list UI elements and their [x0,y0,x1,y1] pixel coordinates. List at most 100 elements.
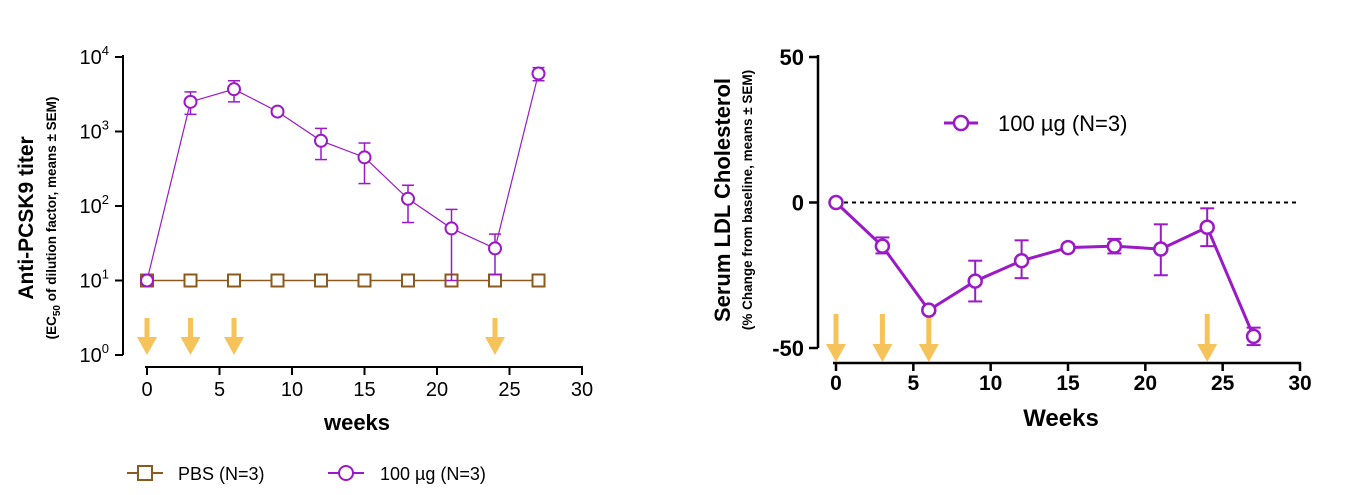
dose-arrow [872,314,893,362]
y-tick-label: 100 [80,341,109,367]
ldl-point [1106,238,1123,254]
chart-left-x-axis-title: weeks [323,410,390,435]
x-tick-label: 20 [1134,372,1157,395]
x-tick-label: 30 [571,379,593,401]
x-tick-label: 15 [353,379,375,401]
ylabel-sub-prefix: (EC [44,316,59,340]
chart-left-y-axis-title-main: Anti-PCSK9 titer [15,136,38,299]
x-tick-label: 25 [1211,372,1235,395]
ylabel-sub-rest: of dilution factor, means ± SEM) [44,97,59,305]
x-tick-label: 15 [1056,372,1080,395]
dose-arrow [826,314,846,362]
dose-arrow-head [137,337,157,355]
legend-pbs-label: PBS (N=3) [178,464,265,484]
dose-point [183,94,198,109]
dose-arrow [224,318,244,355]
ldl-series-line [834,201,1255,337]
ldl-point [1013,252,1030,269]
chart-left: 100 101 102 103 104 0 5 10 15 20 25 30 weeks Anti-P… [15,43,593,435]
dose-point [270,104,285,119]
dose-arrow-shaft [492,318,498,341]
ldl-point [1153,241,1169,257]
ldl-point [1060,239,1076,256]
dose-arrow-shaft [231,318,237,341]
chart-right-x-axis-title: Weeks [1023,405,1099,432]
y-tick-label: 103 [80,118,109,144]
dose-arrow-shaft [879,314,885,348]
dose-arrow-shaft [833,314,839,348]
dose-arrow-head [826,344,846,362]
y-tick-label: -50 [772,336,804,361]
ldl-point [828,194,844,211]
x-tick-label: 0 [830,372,842,395]
dose-arrow-shaft [144,318,150,341]
dose-arrow-shaft [188,318,193,341]
y-tick-label: 104 [80,43,109,69]
legend-right-dose-label: 100 µg (N=3) [998,111,1127,136]
dose-arrow-head [1197,344,1218,362]
y-tick-label: 101 [80,267,109,293]
x-tick-label: 0 [141,379,152,401]
ldl-point [1245,328,1262,345]
dose-point [531,66,546,81]
x-tick-label: 10 [979,372,1002,395]
dose-arrow [485,318,505,355]
legend-dose-label: 100 µg (N=3) [380,464,486,484]
chart-right-legend: 100 µg (N=3) [944,111,1127,136]
ldl-point [1199,219,1215,235]
x-tick-label: 20 [426,379,448,401]
x-tick-label: 10 [281,379,303,401]
dose-arrow-shaft [1204,314,1210,348]
x-tick-label: 25 [498,379,520,401]
pbs-point [227,273,241,288]
y-tick-label: 0 [792,191,804,216]
chart-left-legend: PBS (N=3) 100 µg (N=3) [127,464,486,484]
dose-point [140,273,154,288]
pbs-point [314,273,328,288]
legend-dose-circle-marker [338,465,354,481]
dose-arrow [137,318,157,355]
legend-right-dose-circle-marker [952,114,970,132]
dose-point [314,133,328,148]
dose-arrow [180,318,201,355]
chart-right-y-axis-subtitle-text: (% Change from baseline, means ± SEM) [740,70,755,330]
dose-arrow-head [872,344,893,362]
pbs-point [183,273,198,288]
dose-series-line [146,73,540,281]
x-tick-label: 30 [1288,372,1311,395]
pbs-point [401,273,415,288]
ylabel-sub-subscript: 50 [52,305,63,317]
y-tick-label: 50 [780,45,804,70]
ldl-point [921,302,937,318]
ldl-point [967,273,983,289]
dose-point [227,82,241,97]
dose-arrow-shaft [926,314,932,348]
y-tick-label: 102 [80,192,109,218]
dose-arrow-head [918,344,939,362]
chart-right: -50 0 50 0 5 10 15 20 25 30 Weeks Serum LDL Chole… [710,45,1312,432]
chart-right-y-axis-subtitle: (% Change from baseline, means ± SEM) [740,70,755,330]
dose-arrow-head [224,337,244,355]
x-tick-label: 5 [907,372,919,395]
chart-left-y-axis-title: Anti-PCSK9 titer [15,136,38,299]
dose-point [357,150,372,165]
chart-left-marks: 100 101 102 103 104 0 5 10 15 20 25 30 [80,43,594,401]
pbs-point [531,273,546,288]
x-tick-label: 5 [214,379,225,401]
dose-arrow-head [485,337,505,355]
dose-point [488,241,502,256]
pbs-point [270,273,285,288]
dose-arrow-head [180,337,201,355]
chart-right-marks: -50 0 50 0 5 10 15 20 25 30 [772,45,1311,395]
pbs-point [488,273,502,288]
dose-point [401,191,415,206]
chart-left-y-axis-subtitle: (EC50 of dilution factor, means ± SEM) [44,97,63,340]
legend-pbs-square-marker [137,465,153,481]
dose-point [444,221,459,236]
pbs-point [357,273,372,288]
chart-right-y-axis-title-main: Serum LDL Cholesterol [710,78,735,322]
chart-right-y-axis-title: Serum LDL Cholesterol [710,78,735,322]
dose-arrow [1197,314,1218,362]
chart-left-y-axis-subtitle-text: (EC50 of dilution factor, means ± SEM) [44,97,63,340]
